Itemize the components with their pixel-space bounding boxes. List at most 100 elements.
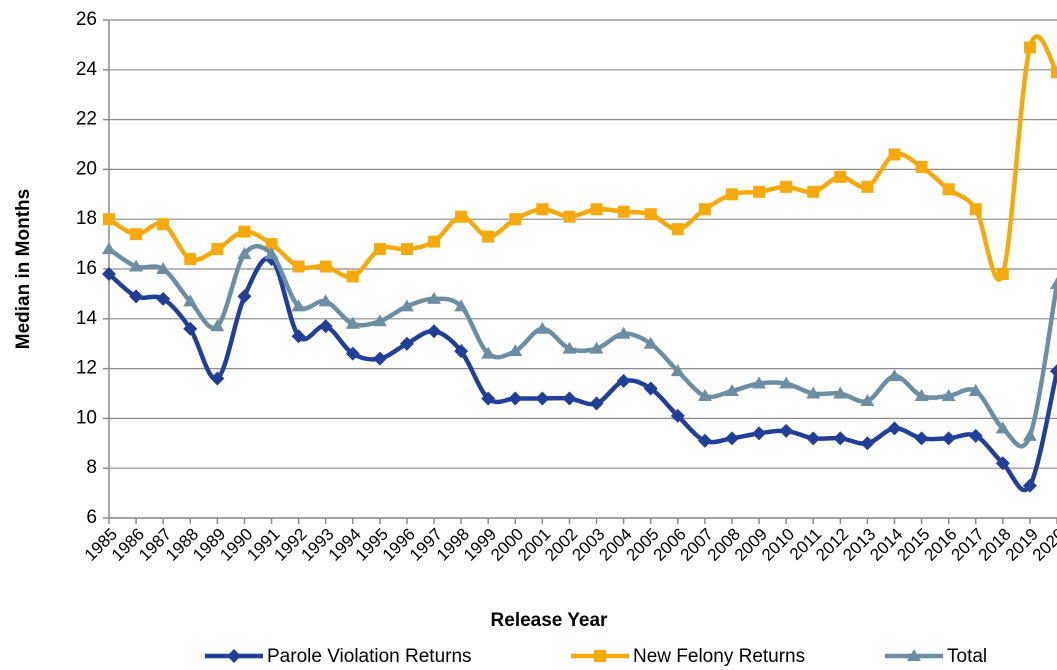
marker <box>562 341 577 354</box>
marker <box>968 384 983 397</box>
marker <box>590 203 603 216</box>
marker <box>968 428 983 443</box>
marker <box>210 319 225 332</box>
marker <box>318 294 333 307</box>
marker <box>184 253 197 266</box>
y-tick-label: 26 <box>76 9 97 30</box>
y-tick-label: 14 <box>76 308 98 329</box>
marker <box>670 408 685 423</box>
marker <box>183 294 198 307</box>
y-tick-label: 8 <box>86 457 97 478</box>
marker <box>563 210 576 223</box>
marker <box>103 213 115 226</box>
marker <box>156 262 171 274</box>
series-line <box>107 255 1057 493</box>
marker <box>594 650 606 662</box>
marker <box>753 185 766 198</box>
marker <box>237 247 252 260</box>
marker <box>130 228 143 241</box>
marker <box>670 364 685 377</box>
marker <box>562 391 577 406</box>
marker <box>914 388 929 401</box>
marker <box>454 299 469 312</box>
marker <box>589 341 604 354</box>
marker <box>888 148 901 161</box>
marker <box>482 230 495 243</box>
marker <box>400 243 413 256</box>
marker <box>1051 66 1057 79</box>
marker <box>907 649 921 661</box>
y-tick-label: 10 <box>76 407 97 428</box>
marker <box>237 289 252 304</box>
marker <box>995 421 1010 434</box>
marker <box>942 183 955 196</box>
y-tick-label: 16 <box>76 258 97 279</box>
marker <box>1022 428 1037 441</box>
marker <box>644 208 657 221</box>
marker <box>372 351 387 366</box>
marker <box>427 291 442 304</box>
marker <box>454 344 469 359</box>
marker <box>779 423 794 438</box>
marker <box>671 223 684 236</box>
marker <box>697 433 712 448</box>
marker <box>399 336 414 351</box>
marker <box>1022 478 1037 493</box>
y-axis-title: Median in Months <box>13 189 34 349</box>
marker <box>265 238 278 251</box>
legend-label: Total <box>947 646 987 667</box>
y-tick-label: 12 <box>76 358 97 379</box>
marker <box>508 344 523 357</box>
marker <box>372 314 387 327</box>
marker <box>725 188 738 201</box>
marker <box>102 266 116 281</box>
marker <box>210 371 225 386</box>
marker <box>807 185 820 198</box>
marker <box>264 247 279 260</box>
marker <box>589 396 604 411</box>
marker <box>915 160 928 173</box>
marker <box>291 299 306 312</box>
marker <box>319 260 332 273</box>
marker <box>833 386 848 399</box>
marker <box>373 243 386 256</box>
marker <box>643 381 658 396</box>
marker <box>238 225 251 238</box>
y-tick-label: 6 <box>86 507 97 528</box>
marker <box>616 374 631 389</box>
marker <box>698 203 711 216</box>
y-tick-label: 18 <box>76 208 97 229</box>
marker <box>806 431 821 446</box>
marker <box>292 260 305 273</box>
marker <box>318 319 333 334</box>
marker <box>427 324 442 339</box>
marker <box>455 210 468 223</box>
marker <box>428 235 441 248</box>
marker <box>833 431 848 446</box>
y-tick-label: 22 <box>76 109 97 130</box>
marker <box>996 267 1009 280</box>
marker <box>860 393 875 406</box>
marker <box>291 329 306 344</box>
marker <box>969 203 982 216</box>
marker <box>508 391 523 406</box>
marker <box>860 436 875 451</box>
marker <box>345 316 360 329</box>
legend-label: New Felony Returns <box>633 646 805 667</box>
marker <box>211 243 224 256</box>
marker <box>129 259 144 272</box>
marker <box>183 321 198 336</box>
marker <box>724 384 739 397</box>
marker <box>724 431 739 446</box>
marker <box>834 170 847 183</box>
marker <box>1050 276 1057 289</box>
marker <box>535 321 550 334</box>
marker <box>617 205 630 218</box>
marker <box>995 456 1010 471</box>
marker <box>861 180 874 193</box>
marker <box>697 388 712 401</box>
marker <box>914 431 929 446</box>
marker <box>129 289 144 304</box>
marker <box>102 242 116 255</box>
y-tick-label: 24 <box>76 59 98 80</box>
